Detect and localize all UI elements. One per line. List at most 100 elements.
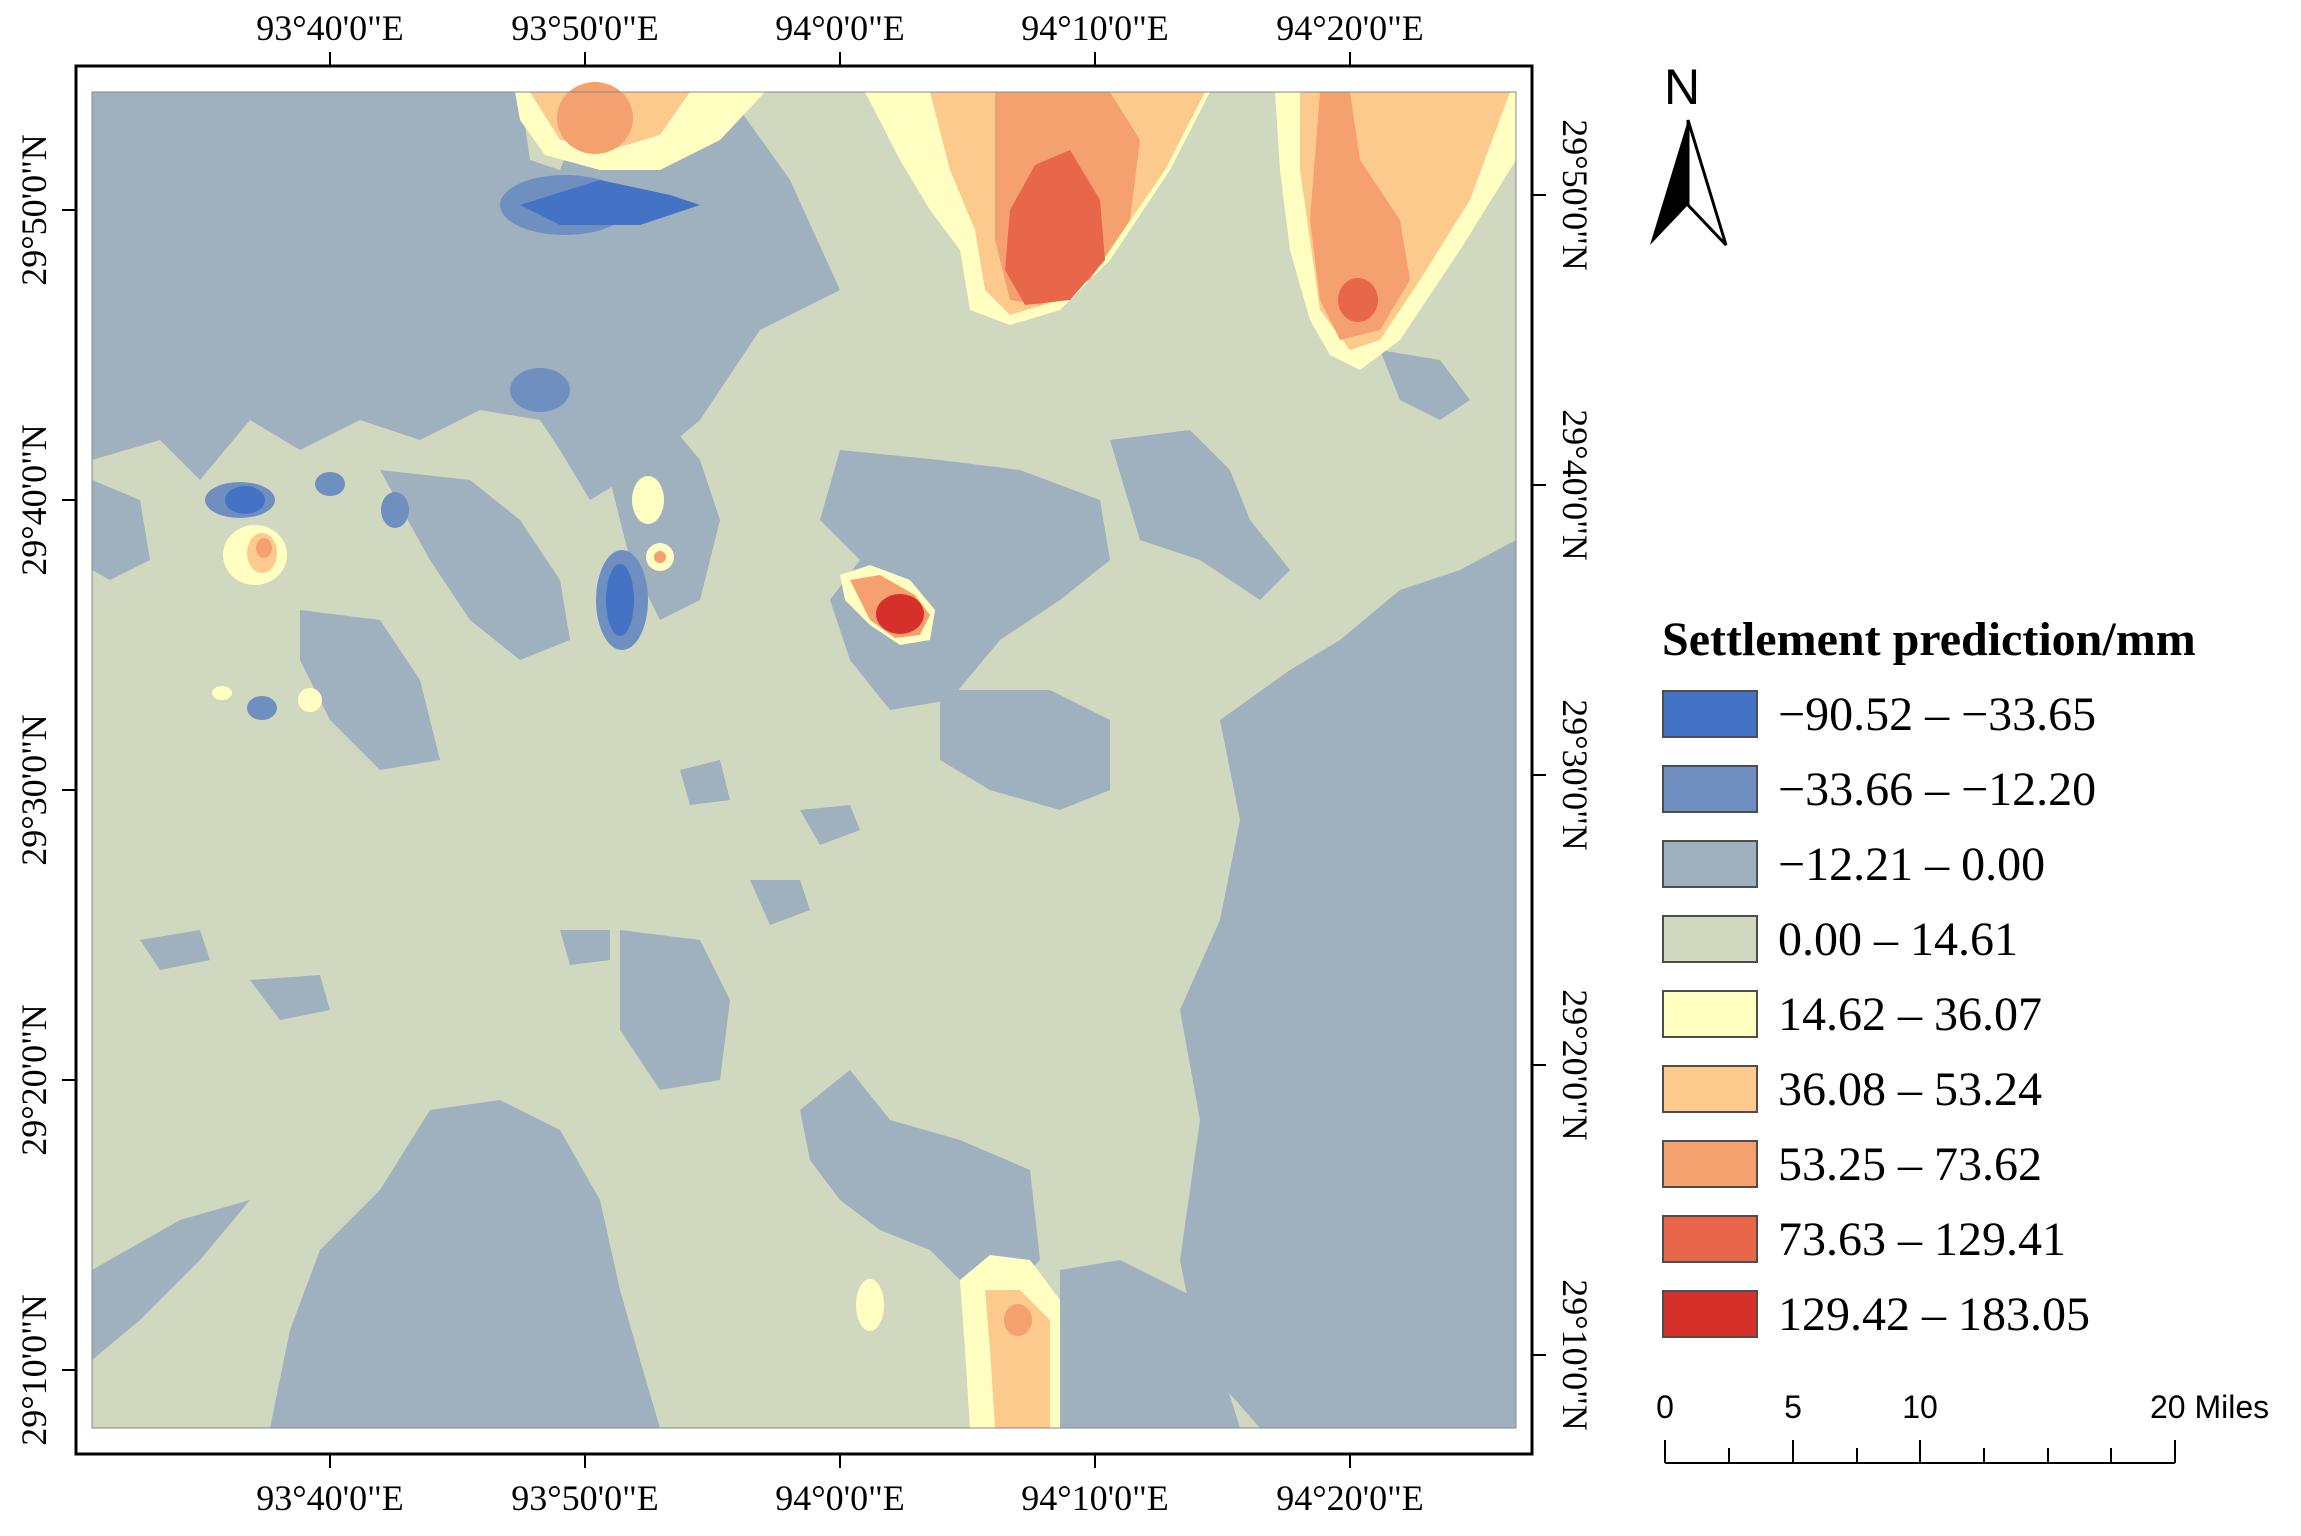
- right-axis-label: 29°20'0"N: [1555, 989, 1595, 1141]
- north-arrow-icon: [1650, 119, 1728, 247]
- top-axis-label: 93°40'0"E: [256, 8, 404, 48]
- right-axis-label: 29°50'0"N: [1555, 119, 1595, 271]
- spot-west-4: [315, 472, 345, 496]
- top-axis-label: 94°20'0"E: [1276, 8, 1424, 48]
- spot-west-3: [247, 696, 277, 720]
- north-arrow-letter: N: [1664, 59, 1701, 115]
- spot-south-small-yellow: [856, 1279, 884, 1331]
- lobe2-red-orange: [1005, 150, 1105, 305]
- region-center-blob: [820, 450, 1110, 710]
- lobe3-red-orange: [1338, 278, 1378, 322]
- right-axis-label: 29°40'0"N: [1555, 409, 1595, 561]
- north-arrow-right-half: [1686, 119, 1728, 247]
- hotspot-red: [876, 594, 924, 634]
- bottom-axis-label: 93°40'0"E: [256, 1478, 404, 1518]
- region-middle-small-5: [560, 930, 610, 965]
- legend-swatch: [1662, 1290, 1758, 1338]
- positive-north-lobe-3: [1275, 92, 1516, 370]
- positive-north-lobe-1: [515, 82, 765, 170]
- region-middle-small-4: [140, 930, 210, 970]
- scale-bar-label: 0: [1656, 1389, 1674, 1425]
- bottom-axis-label: 94°20'0"E: [1276, 1478, 1424, 1518]
- region-middle-small-6: [680, 760, 730, 805]
- deep-river-spot: [606, 564, 634, 636]
- top-axis-label: 93°50'0"E: [511, 8, 659, 48]
- legend-title: Settlement prediction/mm: [1662, 613, 2196, 666]
- left-axis-label: 29°50'0"N: [14, 134, 54, 286]
- region-center-south: [940, 690, 1110, 810]
- legend-swatch: [1662, 690, 1758, 738]
- region-west-mid: [380, 470, 570, 660]
- scale-bar: [1664, 1440, 2176, 1464]
- legend-item: 14.62 – 36.07: [1662, 987, 2042, 1041]
- region-northeast-small: [1380, 350, 1470, 420]
- legend-swatch: [1662, 990, 1758, 1038]
- positive-north-lobe-2: [865, 92, 1210, 325]
- scale-bar-label: 10: [1902, 1389, 1938, 1425]
- right-axis-label: 29°30'0"N: [1555, 699, 1595, 851]
- right-axis-label: 29°10'0"N: [1555, 1279, 1595, 1431]
- region-middle-small-2: [800, 805, 860, 845]
- region-southwest-1: [92, 1200, 250, 1360]
- spot-small-yellow-2: [212, 686, 232, 700]
- region-east-small: [1110, 430, 1290, 600]
- legend-item-label: −90.52 – −33.65: [1778, 687, 2097, 741]
- settlement-map-panel: [91, 82, 1517, 1429]
- legend-item-label: −33.66 – −12.20: [1778, 762, 2097, 816]
- south-light-orange: [985, 1290, 1050, 1428]
- legend-item: −90.52 – −33.65: [1662, 687, 2097, 741]
- legend-item: 0.00 – 14.61: [1662, 912, 2018, 966]
- legend-item: −12.21 – 0.00: [1662, 837, 2046, 891]
- region-southwest-2: [270, 1100, 660, 1428]
- south-orange: [1004, 1304, 1032, 1336]
- spot-mid-orange: [654, 551, 666, 563]
- north-arrow-left-half: [1650, 120, 1688, 245]
- region-south-center: [800, 1070, 1040, 1300]
- positive-south-lobe: [960, 1255, 1060, 1428]
- top-axis-label: 94°0'0"E: [775, 8, 905, 48]
- legend-swatch: [1662, 915, 1758, 963]
- bottom-axis-label: 94°10'0"E: [1021, 1478, 1169, 1518]
- legend-item-label: 0.00 – 14.61: [1778, 912, 2018, 966]
- legend-swatch: [1662, 1140, 1758, 1188]
- region-middle-left: [620, 930, 730, 1090]
- legend-swatch: [1662, 840, 1758, 888]
- lobe3-orange: [1310, 92, 1410, 340]
- deep-north-lake: [520, 180, 700, 225]
- scale-bar-label: 20 Miles: [2150, 1389, 2269, 1425]
- legend-item-label: 36.08 – 53.24: [1778, 1062, 2042, 1116]
- left-axis-label: 29°20'0"N: [14, 1004, 54, 1156]
- region-class-neg90-neg33: [225, 180, 700, 636]
- legend-item: 36.08 – 53.24: [1662, 1062, 2042, 1116]
- bottom-axis-label: 93°50'0"E: [511, 1478, 659, 1518]
- legend-item-label: 73.63 – 129.41: [1778, 1212, 2066, 1266]
- scale-bar-label: 5: [1784, 1389, 1802, 1425]
- top-axis-label: 94°10'0"E: [1021, 8, 1169, 48]
- positive-small-spots: [212, 476, 884, 1331]
- legend-item: −33.66 – −12.20: [1662, 762, 2097, 816]
- legend-item: 129.42 – 183.05: [1662, 1287, 2090, 1341]
- panel-border: [91, 91, 1517, 1429]
- left-axis-label: 29°10'0"N: [14, 1294, 54, 1446]
- legend-swatch: [1662, 1215, 1758, 1263]
- region-class-neg12-0: [92, 92, 1516, 1428]
- legend-item: 53.25 – 73.62: [1662, 1138, 2042, 1191]
- legend-item-label: 14.62 – 36.07: [1778, 987, 2042, 1041]
- bottom-axis-label: 94°0'0"E: [775, 1478, 905, 1518]
- region-middle-small-1: [750, 880, 810, 925]
- spot-west-orange: [256, 538, 272, 558]
- legend-item-label: −12.21 – 0.00: [1778, 837, 2046, 891]
- positive-center-hotspot: [840, 565, 935, 645]
- spot-small-yellow-1: [298, 688, 322, 712]
- legend-item: 73.63 – 129.41: [1662, 1212, 2066, 1266]
- region-middle-small-3: [250, 975, 330, 1020]
- spot-north-mid: [510, 368, 570, 412]
- legend-swatch: [1662, 765, 1758, 813]
- left-axis-label: 29°40'0"N: [14, 424, 54, 576]
- spot-west-2: [381, 492, 409, 528]
- region-east: [1180, 540, 1516, 1428]
- region-south-center-2: [1060, 1260, 1240, 1428]
- legend-item-label: 129.42 – 183.05: [1778, 1287, 2090, 1341]
- spot-north-yellow: [632, 476, 664, 524]
